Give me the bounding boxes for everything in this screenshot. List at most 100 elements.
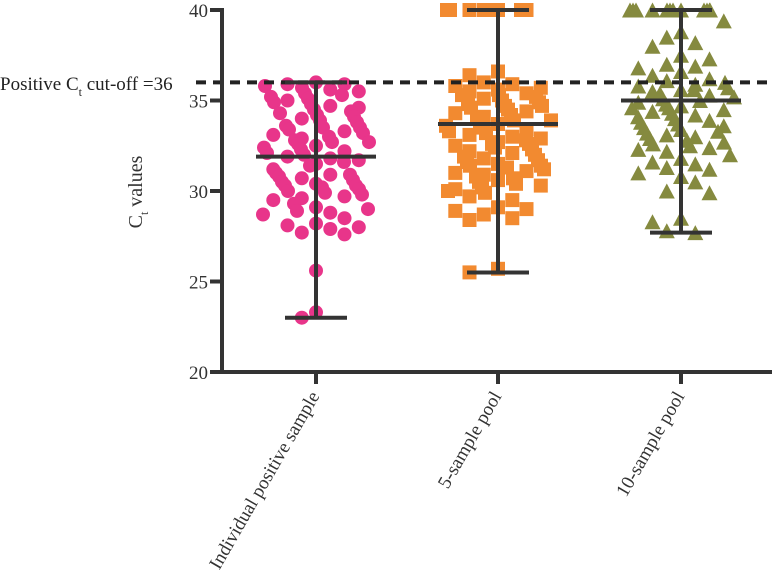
- data-point: [658, 143, 675, 159]
- data-point: [323, 98, 338, 113]
- data-point: [720, 80, 736, 96]
- category-label: 10-sample pool: [612, 388, 689, 500]
- data-point: [644, 214, 661, 230]
- data-point: [463, 158, 477, 173]
- data-point: [337, 227, 352, 242]
- data-point: [442, 124, 456, 139]
- data-point: [630, 60, 647, 76]
- data-point: [701, 161, 718, 177]
- data-point: [644, 67, 661, 83]
- data-point: [282, 122, 296, 137]
- data-point: [505, 211, 520, 226]
- data-point: [533, 178, 548, 193]
- data-point: [658, 160, 675, 175]
- data-point: [505, 193, 520, 208]
- data-point: [462, 189, 477, 204]
- data-point: [645, 136, 661, 152]
- y-tick-label: 25: [189, 273, 208, 294]
- data-point: [323, 222, 338, 236]
- data-point: [715, 13, 732, 29]
- data-point: [323, 205, 338, 220]
- data-point: [519, 164, 534, 179]
- data-point: [462, 127, 477, 142]
- data-point: [294, 225, 309, 240]
- data-point: [280, 93, 295, 108]
- data-point: [687, 174, 704, 190]
- data-point: [476, 75, 491, 90]
- data-point: [500, 160, 514, 175]
- data-point: [351, 220, 366, 235]
- axes: 20 25 30 35 40: [189, 1, 772, 384]
- data-point: [266, 127, 281, 142]
- data-point: [533, 131, 548, 146]
- data-point: [462, 213, 477, 227]
- data-point: [318, 185, 332, 200]
- data-point: [537, 162, 551, 177]
- data-point: [658, 29, 675, 45]
- data-point: [658, 127, 675, 143]
- data-point: [682, 138, 698, 154]
- data-point: [294, 171, 309, 186]
- data-point: [303, 158, 317, 173]
- category-labels: Individual positive sample 5-sample pool 1…: [205, 388, 689, 573]
- data-point: [335, 88, 349, 103]
- data-point: [701, 140, 718, 156]
- data-point: [325, 135, 339, 150]
- data-point: [624, 100, 640, 116]
- cutoff-label: Positive Ct cut-off =36: [0, 74, 173, 99]
- category-label: 5-sample pool: [434, 388, 506, 492]
- data-point: [630, 165, 647, 181]
- data-point: [658, 183, 675, 199]
- data-point: [448, 106, 463, 121]
- data-point: [710, 123, 726, 139]
- y-tick-label: 20: [189, 363, 208, 384]
- y-tick-label: 35: [189, 92, 208, 113]
- data-point: [256, 207, 270, 222]
- data-point: [362, 135, 376, 150]
- data-point: [715, 102, 732, 118]
- data-point: [337, 124, 352, 139]
- data-point: [361, 202, 375, 217]
- data-point: [701, 185, 718, 201]
- data-point: [644, 103, 661, 119]
- data-point: [448, 138, 463, 153]
- data-point: [519, 202, 534, 217]
- data-point: [462, 68, 477, 83]
- data-point: [464, 100, 478, 115]
- data-point: [441, 184, 455, 198]
- data-point: [630, 141, 647, 157]
- data-point: [323, 167, 338, 182]
- data-point: [701, 51, 718, 67]
- data-point: [535, 98, 549, 113]
- data-point: [519, 104, 534, 119]
- data-point: [687, 35, 704, 51]
- data-point: [290, 203, 304, 218]
- category-label: Individual positive sample: [205, 388, 324, 573]
- data-point: [448, 203, 463, 218]
- data-point: [722, 147, 738, 163]
- data-point: [476, 151, 491, 166]
- data-point: [337, 189, 352, 204]
- data-point: [686, 82, 702, 98]
- data-point: [658, 56, 675, 72]
- data-point: [505, 129, 520, 144]
- data-point: [509, 176, 523, 191]
- data-point: [476, 91, 491, 106]
- summary-bars: [256, 8, 741, 320]
- data-point: [701, 112, 718, 128]
- data-point: [505, 146, 520, 160]
- data-point: [280, 218, 295, 233]
- y-axis-title: Ct values: [125, 155, 151, 228]
- data-point: [478, 185, 492, 200]
- y-tick-label: 40: [189, 1, 208, 22]
- data-point: [323, 82, 338, 97]
- data-point: [294, 111, 309, 126]
- data-point: [687, 58, 704, 74]
- data-point: [281, 184, 295, 198]
- y-tick-label: 30: [189, 182, 208, 203]
- data-point: [266, 193, 281, 208]
- data-point: [630, 78, 647, 94]
- data-point: [351, 84, 366, 99]
- data-point: [267, 95, 281, 110]
